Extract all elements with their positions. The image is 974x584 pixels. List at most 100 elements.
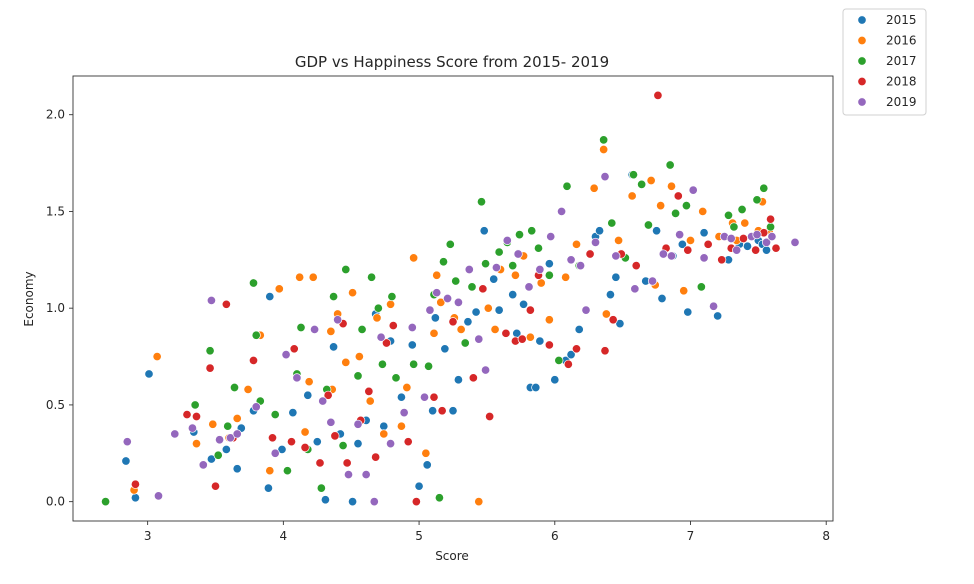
data-point: [759, 183, 769, 193]
data-point: [430, 313, 440, 323]
data-point: [425, 305, 435, 315]
data-point: [190, 400, 200, 410]
data-point: [571, 239, 582, 249]
data-point: [643, 220, 653, 230]
data-point: [590, 237, 601, 247]
data-point: [535, 336, 545, 346]
data-point: [312, 437, 322, 447]
data-point: [677, 239, 687, 249]
data-point: [761, 237, 772, 247]
data-point: [223, 421, 233, 431]
data-point: [524, 282, 534, 292]
data-point: [407, 340, 417, 350]
data-point: [429, 392, 439, 402]
data-point: [323, 390, 333, 400]
data-point: [525, 305, 535, 315]
data-point: [453, 297, 463, 307]
y-tick-label: 1.5: [46, 204, 65, 218]
data-point: [419, 392, 430, 402]
data-point: [463, 317, 473, 327]
data-point: [122, 437, 132, 447]
data-point: [409, 359, 419, 369]
data-point: [377, 359, 387, 369]
data-point: [571, 344, 582, 354]
data-point: [657, 293, 667, 304]
data-point: [681, 201, 691, 211]
data-point: [288, 408, 298, 418]
data-point: [365, 396, 375, 406]
data-point: [379, 429, 389, 439]
data-point: [367, 272, 377, 282]
data-point: [637, 179, 647, 189]
data-point: [187, 423, 197, 433]
data-point: [600, 346, 610, 356]
data-point: [338, 440, 348, 451]
data-point: [726, 233, 736, 244]
legend-marker: [857, 56, 867, 66]
data-point: [563, 359, 573, 369]
data-point: [467, 282, 477, 292]
data-point: [396, 421, 406, 431]
data-point: [407, 322, 417, 333]
data-point: [121, 456, 131, 466]
x-axis-label: Score: [435, 549, 469, 563]
data-point: [282, 466, 292, 476]
data-point: [326, 326, 336, 336]
y-tick-label: 0.0: [46, 495, 65, 509]
data-point: [562, 181, 572, 191]
data-point: [296, 322, 306, 333]
data-point: [699, 228, 709, 238]
data-point: [485, 411, 495, 422]
data-point: [533, 243, 544, 253]
data-point: [263, 483, 273, 493]
data-point: [376, 332, 386, 342]
data-point: [341, 264, 351, 275]
data-point: [608, 315, 618, 325]
data-point: [508, 261, 518, 271]
data-point: [409, 253, 419, 263]
data-point: [440, 344, 450, 354]
data-point: [536, 278, 546, 288]
data-point: [429, 328, 439, 338]
data-point: [479, 226, 489, 236]
data-point: [666, 251, 677, 261]
data-point: [550, 375, 560, 385]
data-point: [685, 235, 696, 246]
data-point: [206, 295, 216, 305]
x-tick-label: 4: [280, 529, 288, 543]
data-point: [535, 264, 545, 275]
legend-label: 2016: [886, 34, 917, 48]
data-point: [671, 208, 681, 218]
data-point: [243, 384, 253, 394]
data-point: [205, 346, 215, 356]
y-tick-label: 0.5: [46, 398, 65, 412]
data-point: [491, 262, 501, 273]
data-point: [481, 365, 491, 375]
data-point: [607, 218, 617, 228]
data-point: [611, 272, 621, 282]
data-point: [574, 324, 584, 335]
data-point: [391, 373, 401, 383]
data-point: [364, 386, 374, 396]
data-point: [281, 350, 291, 360]
data-point: [424, 361, 434, 371]
data-point: [274, 284, 284, 294]
data-point: [767, 232, 777, 242]
data-point: [348, 288, 358, 298]
data-point: [527, 226, 537, 236]
data-point: [182, 410, 192, 420]
data-point: [270, 410, 280, 420]
data-point: [315, 458, 325, 468]
chart-title: GDP vs Happiness Score from 2015- 2019: [295, 53, 609, 71]
data-point: [353, 419, 363, 429]
data-point: [402, 382, 412, 393]
data-point: [627, 191, 637, 201]
data-point: [683, 245, 693, 255]
data-point: [478, 284, 488, 294]
data-point: [170, 429, 180, 439]
data-point: [232, 413, 242, 424]
data-point: [490, 324, 500, 335]
data-point: [696, 282, 706, 292]
data-point: [630, 284, 640, 294]
legend-marker: [857, 97, 867, 107]
